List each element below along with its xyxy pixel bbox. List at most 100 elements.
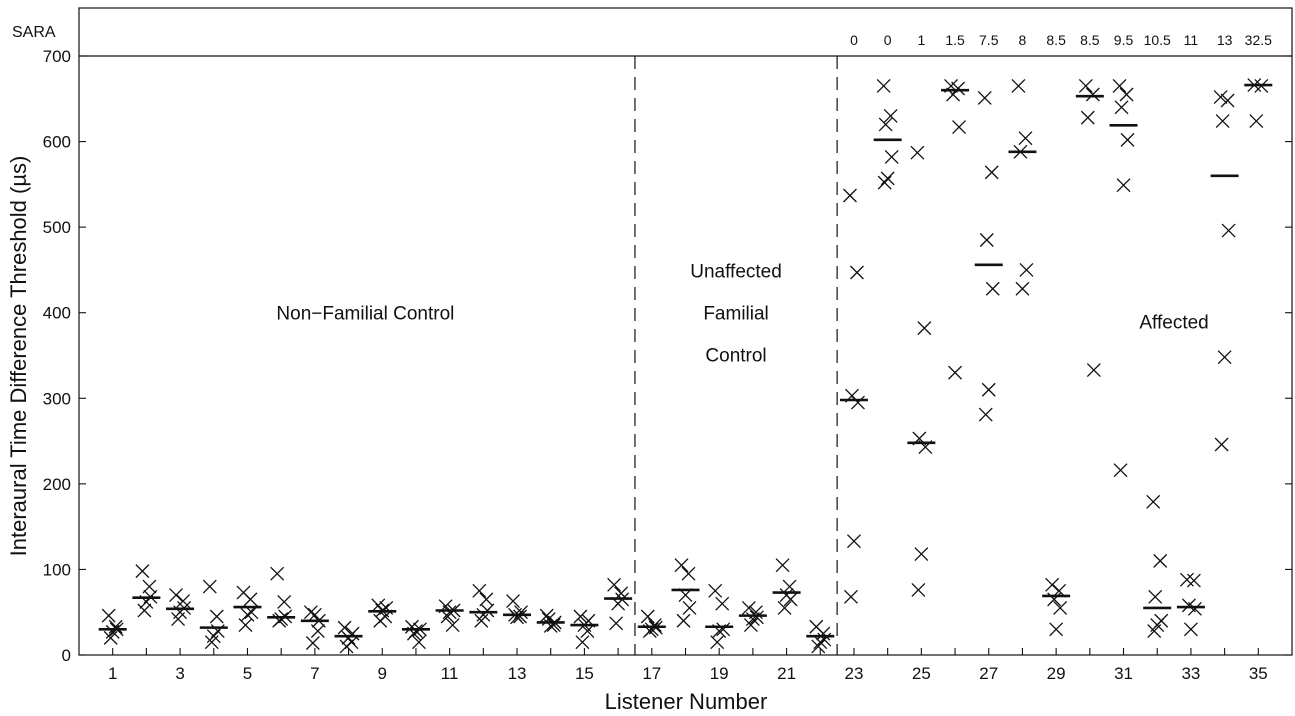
marker-stroke — [209, 609, 224, 624]
data-point-x-marker — [708, 583, 723, 598]
marker-stroke — [843, 188, 857, 203]
data-point-x-marker — [716, 622, 731, 637]
marker-stroke — [917, 321, 932, 336]
sara-score: 1 — [917, 32, 925, 48]
data-point-x-marker — [206, 629, 221, 644]
data-point-x-marker — [985, 281, 1000, 296]
marker-stroke — [782, 579, 797, 594]
marker-stroke — [274, 612, 289, 627]
marker-stroke — [951, 81, 966, 96]
data-point-x-marker — [169, 588, 184, 603]
data-point-x-marker — [883, 108, 898, 123]
data-point-x-marker — [676, 613, 691, 628]
marker-stroke — [1078, 78, 1093, 93]
marker-stroke — [674, 558, 689, 573]
data-point-x-marker — [844, 589, 858, 604]
data-point-x-marker — [408, 624, 423, 638]
data-point-x-marker — [911, 583, 926, 597]
data-point-x-marker — [851, 395, 865, 410]
data-point-x-marker — [951, 81, 966, 96]
sara-score: 8.5 — [1080, 32, 1100, 48]
marker-stroke — [101, 608, 116, 623]
marker-stroke — [506, 594, 520, 609]
marker-stroke — [1080, 110, 1095, 125]
marker-stroke — [176, 594, 191, 609]
axes — [79, 55, 1292, 656]
marker-stroke — [1215, 114, 1230, 128]
x-tick-label: 27 — [979, 664, 998, 683]
data-point-x-marker — [573, 609, 588, 624]
data-point-x-marker — [274, 612, 289, 627]
marker-stroke — [341, 630, 356, 645]
marker-stroke — [844, 589, 858, 604]
y-tick-label: 200 — [43, 475, 71, 494]
marker-stroke — [1120, 132, 1135, 147]
data-point-x-marker — [850, 265, 864, 280]
data-point-x-marker — [305, 636, 320, 650]
data-point-x-marker — [914, 547, 929, 561]
data-point-x-marker — [135, 564, 150, 579]
data-point-x-marker — [337, 620, 352, 635]
data-point-x-marker — [715, 596, 730, 611]
marker-stroke — [105, 624, 120, 639]
data-point-x-marker — [710, 635, 725, 650]
data-point-x-marker — [506, 594, 520, 609]
y-tick-label: 0 — [62, 646, 71, 665]
marker-stroke — [948, 365, 963, 380]
data-point-x-marker — [510, 610, 524, 625]
x-tick-label: 29 — [1047, 664, 1066, 683]
marker-stroke — [1221, 223, 1236, 238]
data-point-x-marker — [877, 175, 892, 190]
marker-stroke — [307, 607, 322, 622]
marker-stroke — [1015, 281, 1030, 296]
sara-score: 32.5 — [1245, 32, 1272, 48]
data-point-x-marker — [1112, 78, 1127, 93]
marker-stroke — [479, 592, 494, 607]
sara-score: 11 — [1184, 32, 1199, 48]
data-point-x-marker — [1018, 131, 1033, 146]
marker-stroke — [644, 622, 659, 637]
marker-stroke — [373, 613, 388, 628]
data-point-x-marker — [984, 165, 999, 180]
x-tick-label: 5 — [243, 664, 252, 683]
data-point-x-marker — [539, 608, 554, 623]
data-point-x-marker — [277, 594, 292, 609]
data-point-x-marker — [1049, 622, 1064, 637]
data-point-x-marker — [575, 635, 590, 650]
data-point-x-marker — [1215, 114, 1230, 128]
marker-stroke — [1214, 437, 1229, 452]
marker-stroke — [1153, 553, 1168, 568]
marker-stroke — [809, 619, 824, 634]
marker-stroke — [573, 609, 588, 624]
x-tick-label: 23 — [845, 664, 864, 683]
marker-stroke — [985, 281, 1000, 296]
data-point-x-marker — [1153, 553, 1168, 568]
x-tick-label: 15 — [575, 664, 594, 683]
group-label: Control — [705, 346, 766, 367]
x-tick-label: 17 — [642, 664, 661, 683]
x-tick-label: 3 — [175, 664, 184, 683]
data-point-x-marker — [948, 365, 963, 380]
marker-stroke — [708, 583, 723, 598]
y-axis-title: Interaural Time Difference Threshold (µs… — [6, 156, 31, 557]
marker-stroke — [880, 171, 895, 186]
data-point-x-marker — [775, 558, 790, 573]
marker-stroke — [510, 610, 524, 625]
data-point-x-marker — [910, 145, 925, 160]
marker-stroke — [442, 605, 457, 620]
x-tick-label: 19 — [710, 664, 729, 683]
data-point-x-marker — [816, 626, 831, 641]
sara-score: 1.5 — [945, 32, 965, 48]
marker-stroke — [710, 635, 725, 650]
sara-score: 0 — [884, 32, 892, 48]
data-point-x-marker — [1146, 494, 1161, 509]
x-tick-label: 13 — [508, 664, 527, 683]
marker-stroke — [741, 600, 756, 615]
marker-stroke — [236, 585, 251, 600]
x-tick-label: 11 — [441, 664, 459, 683]
marker-stroke — [1045, 577, 1060, 592]
data-point-x-marker — [1187, 601, 1202, 616]
marker-stroke — [977, 90, 992, 105]
data-point-x-marker — [884, 150, 899, 164]
